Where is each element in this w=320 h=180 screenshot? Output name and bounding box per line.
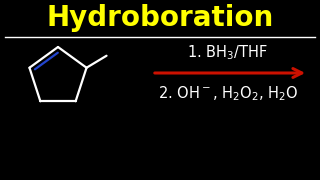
- Text: 2. OH$^-$, H$_2$O$_2$, H$_2$O: 2. OH$^-$, H$_2$O$_2$, H$_2$O: [158, 85, 298, 103]
- Text: Hydroboration: Hydroboration: [46, 4, 274, 32]
- Text: 1. BH$_3$/THF: 1. BH$_3$/THF: [188, 44, 268, 62]
